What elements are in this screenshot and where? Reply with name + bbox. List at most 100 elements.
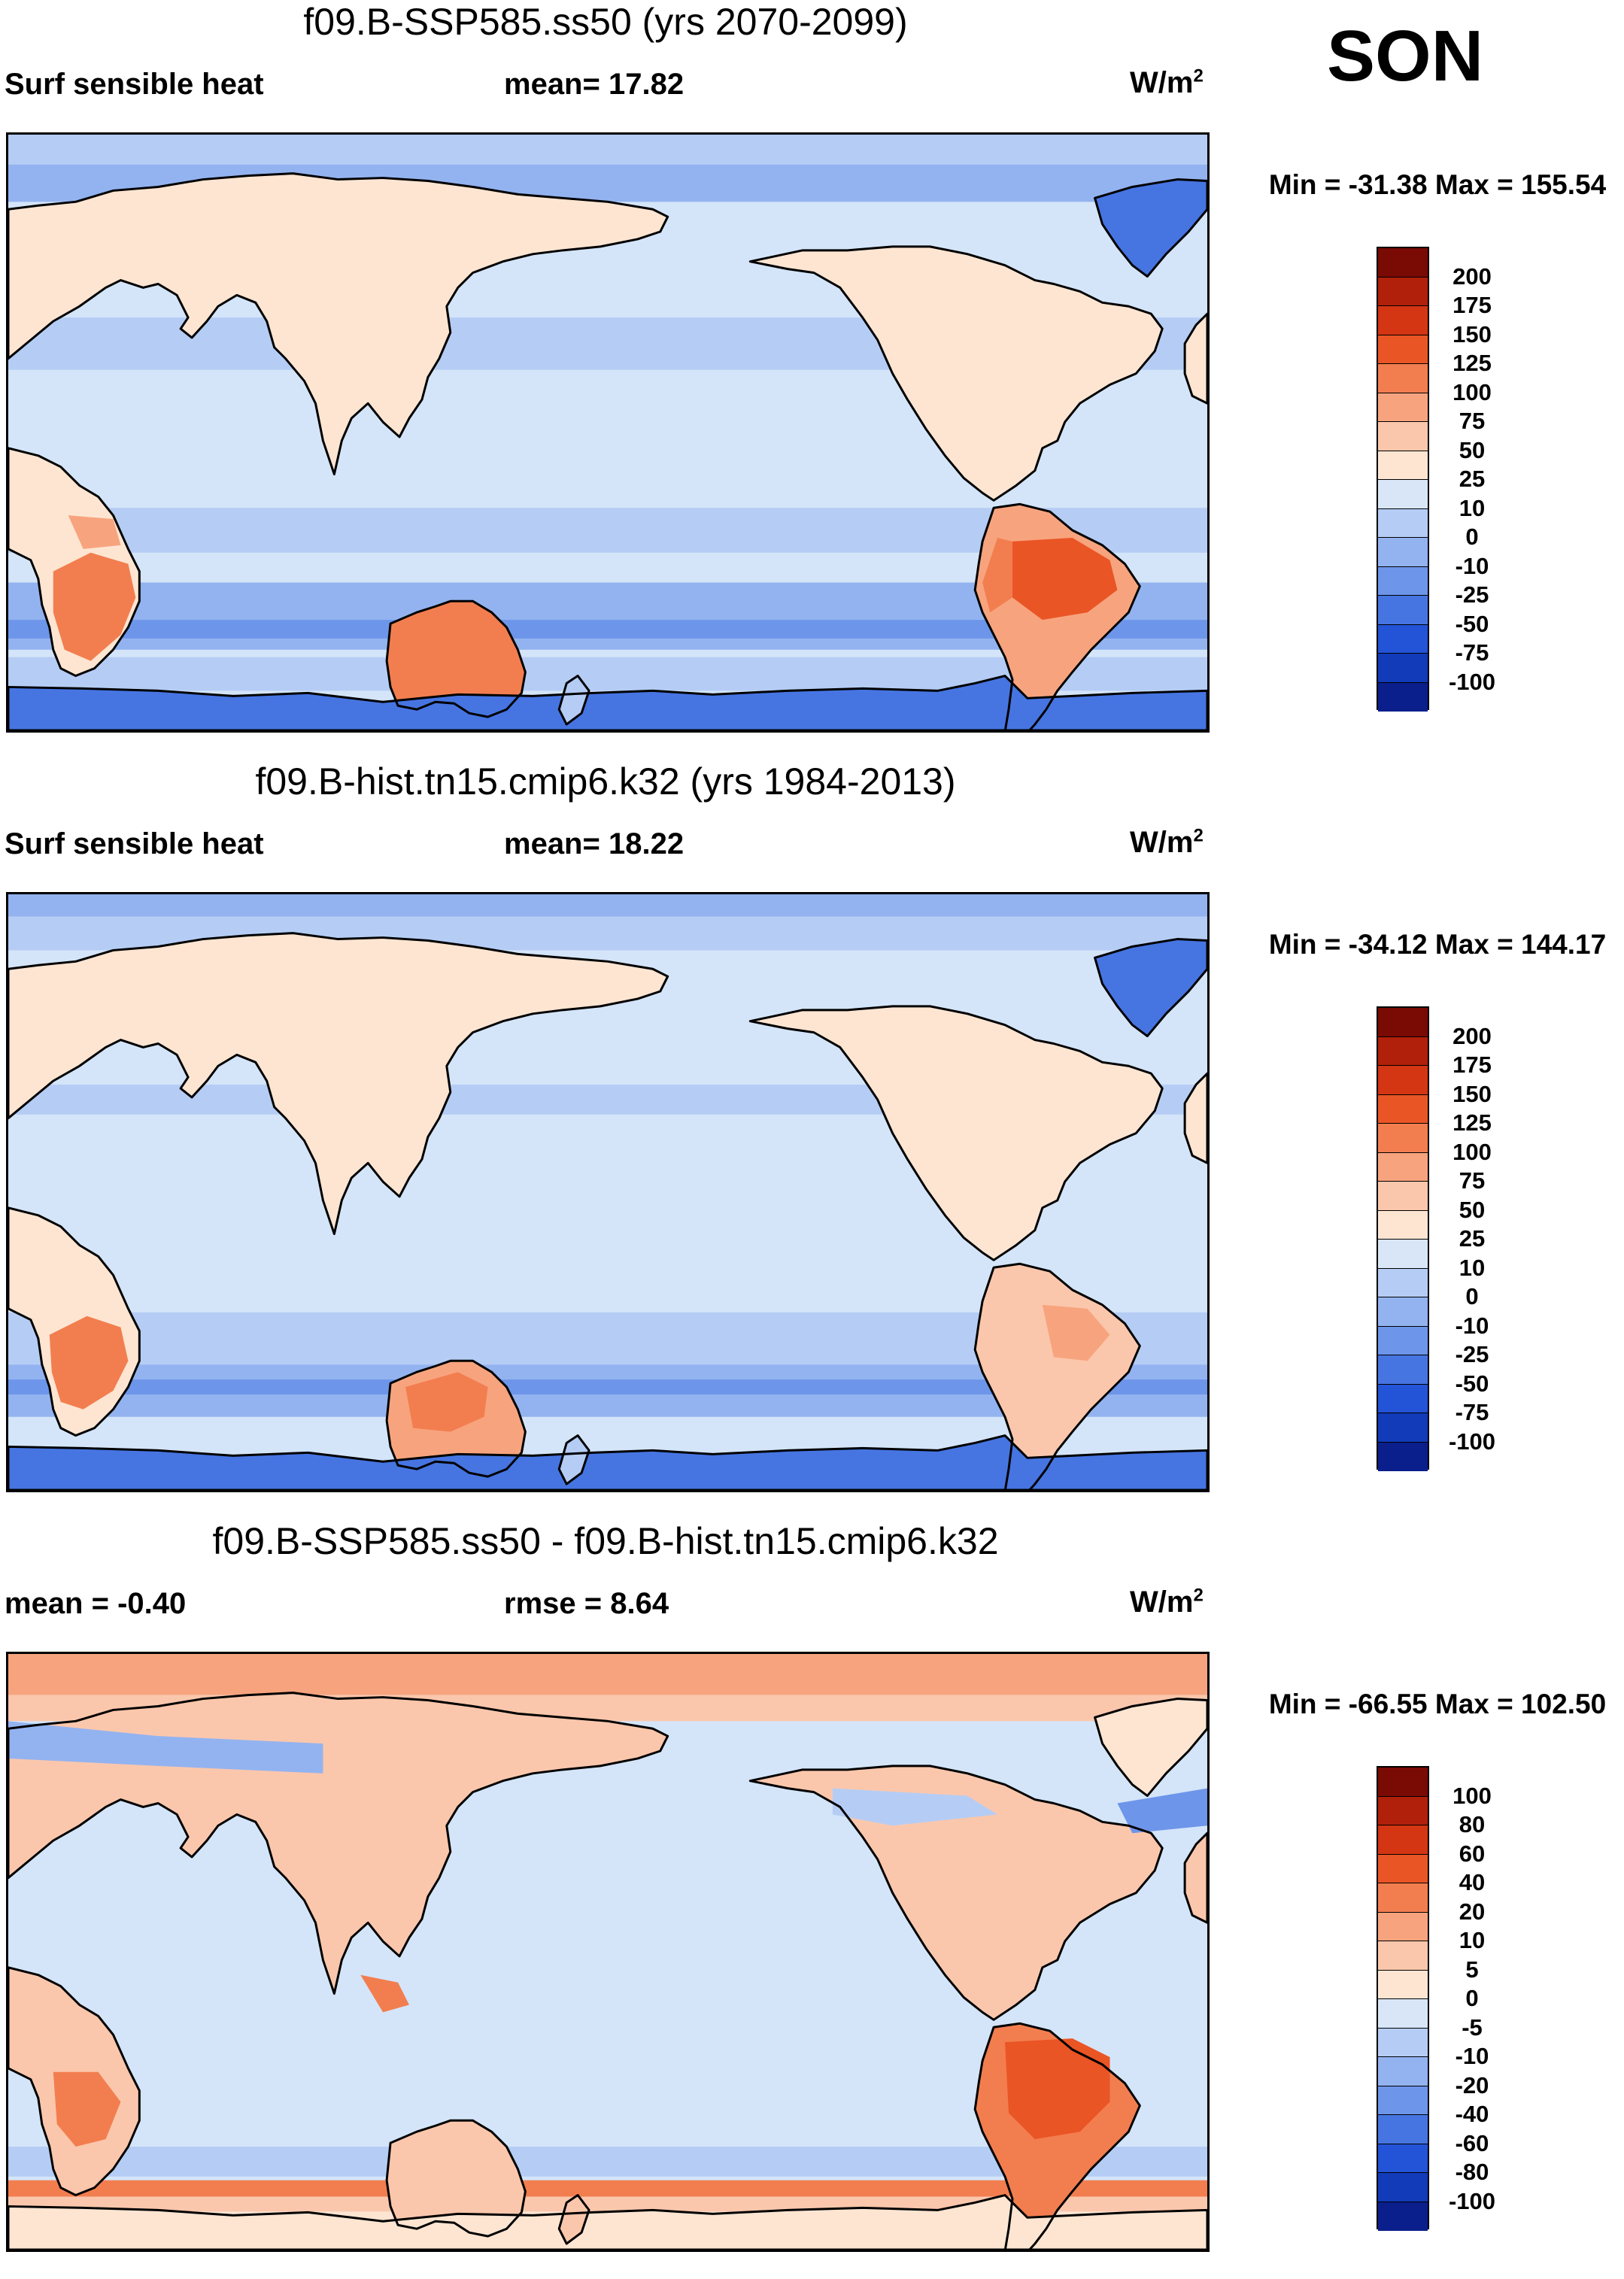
colorbar-swatch	[1378, 393, 1428, 422]
colorbar-tick-label: 80	[1459, 1811, 1486, 1837]
contour-region	[68, 515, 121, 549]
contour-region	[982, 537, 1012, 613]
contour-region	[8, 1721, 323, 1774]
colorbar-swatch	[1378, 1413, 1428, 1443]
colorbar-tick-label: 10	[1459, 1254, 1486, 1281]
units-label: W/m2	[1130, 1586, 1204, 1619]
coastline-namerica	[748, 1765, 1164, 2021]
coastline-nz	[557, 675, 590, 726]
colorbar-tick-label: 125	[1452, 1109, 1492, 1136]
colorbar-swatch	[1378, 248, 1428, 278]
coastline-australia	[385, 2119, 527, 2238]
colorbar-tick-label: 20	[1459, 1898, 1486, 1925]
colorbar-tick-label: 0	[1465, 1283, 1479, 1309]
panel-title: f09.B-SSP585.ss50 (yrs 2070-2099)	[303, 1, 908, 43]
min-max-label: Min = -66.55 Max = 102.50	[1268, 1689, 1607, 1719]
map-panel-middle: f09.B-hist.tn15.cmip6.k32 (yrs 1984-2013…	[0, 760, 1624, 1519]
season-label: SON	[1326, 16, 1484, 96]
contour-region	[1005, 2038, 1110, 2140]
ocean-band	[8, 894, 1207, 917]
colorbar-swatch	[1378, 1970, 1428, 1999]
coastline-greenland	[1094, 178, 1207, 278]
landmass-antarctica	[8, 1435, 1207, 1490]
map-canvas	[8, 894, 1207, 1490]
colorbar-swatch	[1378, 1384, 1428, 1413]
landmass-namerica	[750, 1006, 1163, 1261]
variable-label: mean = -0.40	[5, 1587, 187, 1620]
colorbar-tick-label: 75	[1459, 408, 1486, 434]
colorbar-tick-label: -75	[1455, 639, 1489, 666]
map-plot	[6, 132, 1210, 733]
panel-title: f09.B-hist.tn15.cmip6.k32 (yrs 1984-2013…	[255, 760, 956, 803]
colorbar	[1377, 1766, 1429, 2231]
colorbar-swatch	[1378, 1152, 1428, 1182]
colorbar-tick-label: 200	[1452, 1022, 1492, 1049]
colorbar-swatch	[1378, 1124, 1428, 1153]
coastline-eurasia	[8, 172, 669, 476]
contour-region	[53, 552, 136, 661]
ocean-band	[8, 1654, 1207, 1695]
colorbar-tick-label: -60	[1455, 2129, 1489, 2156]
landmass-antarctica	[8, 2195, 1207, 2250]
colorbar-swatch	[1378, 2144, 1428, 2173]
colorbar-swatch	[1378, 1036, 1428, 1066]
colorbar-swatch	[1378, 306, 1428, 335]
contour-region	[1012, 537, 1118, 621]
colorbar-tick-label: 50	[1459, 436, 1486, 463]
colorbar-tick-label: -10	[1455, 2043, 1489, 2069]
landmass-eurasia	[8, 933, 668, 1234]
colorbar-tick-label: -80	[1455, 2159, 1489, 2185]
map-canvas	[8, 135, 1207, 730]
coastline-africa	[8, 1206, 141, 1437]
colorbar-swatch	[1378, 1355, 1428, 1385]
contour-region	[53, 2071, 121, 2147]
colorbar-swatch	[1378, 1182, 1428, 1211]
colorbar-tick-label: 25	[1459, 466, 1486, 492]
colorbar-swatch	[1378, 1008, 1428, 1037]
colorbar-tick-label: -75	[1455, 1399, 1489, 1425]
ocean-band	[8, 2180, 1207, 2197]
landmass-antarctica	[8, 675, 1207, 730]
coastline-namerica	[748, 245, 1164, 502]
colorbar-tick-label: 200	[1452, 262, 1492, 290]
colorbar-swatch	[1378, 2202, 1428, 2231]
colorbar-tick-label: 150	[1452, 320, 1492, 347]
colorbar-tick-label: 125	[1452, 350, 1492, 376]
coastline-samerica	[973, 502, 1141, 730]
landmass-europe_r	[1185, 1833, 1207, 1923]
coastline-antarctica	[8, 1434, 1207, 1490]
colorbar-swatch	[1378, 1268, 1428, 1297]
map-plot	[6, 1652, 1210, 2252]
colorbar	[1377, 1006, 1429, 1471]
colorbar-tick-label: 0	[1465, 1985, 1479, 2011]
colorbar-tick-label: 100	[1452, 1138, 1492, 1165]
ocean-band	[8, 135, 1207, 165]
contour-region	[405, 1372, 488, 1432]
colorbar-swatch	[1378, 1210, 1428, 1240]
colorbar-swatch	[1378, 2086, 1428, 2115]
colorbar-tick-label: -5	[1462, 2013, 1483, 2041]
statistic-label: rmse = 8.64	[504, 1587, 669, 1620]
landmass-australia	[387, 601, 526, 718]
coastline-europe_r	[1183, 312, 1207, 405]
colorbar-swatch	[1378, 596, 1428, 625]
coastline-greenland	[1094, 1698, 1207, 1798]
contour-region	[832, 1788, 998, 1826]
min-max-label: Min = -31.38 Max = 155.54	[1268, 169, 1607, 200]
colorbar-tick-label: 75	[1459, 1167, 1486, 1194]
colorbar-swatch	[1378, 1066, 1428, 1095]
map-plot	[6, 892, 1210, 1492]
colorbar-swatch	[1378, 451, 1428, 480]
colorbar-swatch	[1378, 422, 1428, 451]
landmass-eurasia	[8, 1692, 668, 1994]
variable-label: Surf sensible heat	[5, 827, 264, 860]
colorbar-swatch	[1378, 1442, 1428, 1471]
coastline-europe_r	[1183, 1831, 1207, 1924]
coastline-australia	[385, 599, 527, 718]
map-panel-top: f09.B-SSP585.ss50 (yrs 2070-2099) Surf se…	[0, 0, 1624, 760]
colorbar-swatch	[1378, 566, 1428, 596]
colorbar-swatch	[1378, 508, 1428, 538]
colorbar-tick-label: 40	[1459, 1869, 1486, 1895]
coastline-africa	[8, 1966, 141, 2197]
units-base: W/m	[1130, 66, 1194, 99]
